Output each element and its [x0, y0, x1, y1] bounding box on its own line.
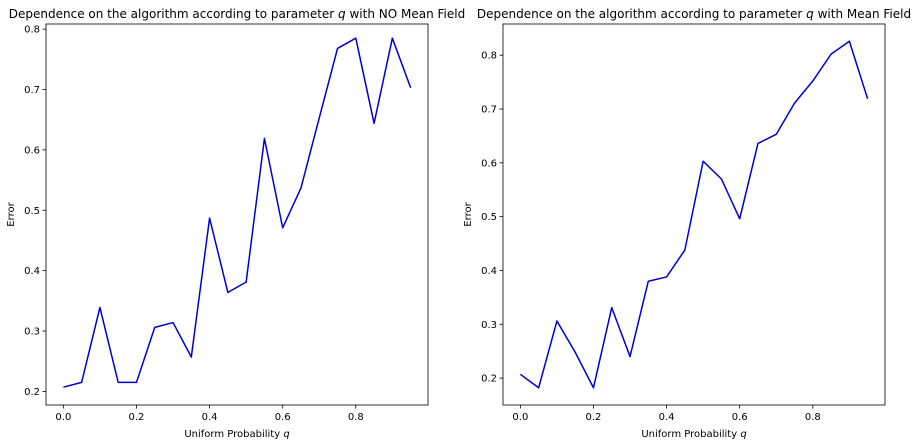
y-tick-label: 0.2: [481, 374, 497, 385]
y-tick-label: 0.3: [24, 327, 40, 338]
y-tick-label: 0.5: [24, 206, 40, 217]
text-fragment: Dependence on the algorithm according to…: [477, 7, 806, 21]
text-fragment: Uniform Probability: [641, 429, 740, 440]
text-fragment: Dependence on the algorithm according to…: [9, 7, 338, 21]
x-tick-label: 0.0: [512, 412, 528, 423]
y-tick-label: 0.7: [481, 105, 497, 116]
chart-1: 0.0 0.2 0.4 0.6 0.8 0.2 0.3 0.4 0.5 0.6 0.7 0.8 Depe…: [6, 7, 465, 440]
y-tick-label: 0.3: [481, 320, 497, 331]
x-tick-label: 0.4: [202, 412, 218, 423]
text-fragment: with Mean Field: [814, 7, 911, 21]
series-line-1: [519, 40, 869, 389]
text-fragment: with NO Mean Field: [346, 7, 466, 21]
y-tick-label: 0.4: [481, 266, 497, 277]
plot-frame: [502, 23, 886, 406]
y-tick-label: 0.6: [481, 158, 497, 169]
x-axis-label: Uniform Probability q: [641, 429, 746, 440]
x-axis-label: Uniform Probability q: [184, 429, 289, 440]
x-tick-label: 0.6: [275, 412, 291, 423]
y-tick-label: 0.4: [24, 266, 40, 277]
x-tick-label: 0.4: [659, 412, 675, 423]
y-tick-label: 0.5: [481, 212, 497, 223]
chart-title: Dependence on the algorithm according to…: [477, 7, 911, 21]
chart-title: Dependence on the algorithm according to…: [9, 7, 465, 21]
math-variable-q: q: [740, 429, 746, 440]
series-line-1: [63, 37, 412, 388]
y-tick-label: 0.2: [24, 387, 40, 398]
y-tick-label: 0.8: [481, 51, 497, 62]
x-tick-label: 0.2: [129, 412, 145, 423]
y-axis-label: Error: [463, 201, 474, 226]
math-variable-q: q: [338, 7, 346, 21]
y-tick-label: 0.8: [24, 25, 40, 36]
x-tick-label: 0.0: [55, 412, 71, 423]
chart-2: 0.0 0.2 0.4 0.6 0.8 0.2 0.3 0.4 0.5 0.6 0.7 0.8 Depe…: [463, 7, 911, 440]
x-tick-label: 0.2: [586, 412, 602, 423]
y-tick-label: 0.6: [24, 145, 40, 156]
x-tick-label: 0.8: [348, 412, 364, 423]
math-variable-q: q: [283, 429, 289, 440]
x-tick-label: 0.8: [805, 412, 821, 423]
y-tick-label: 0.7: [24, 85, 40, 96]
x-tick-label: 0.6: [732, 412, 748, 423]
y-axis-label: Error: [6, 201, 17, 226]
text-fragment: Uniform Probability: [184, 429, 283, 440]
math-variable-q: q: [806, 7, 814, 21]
plot-frame: [45, 23, 429, 406]
